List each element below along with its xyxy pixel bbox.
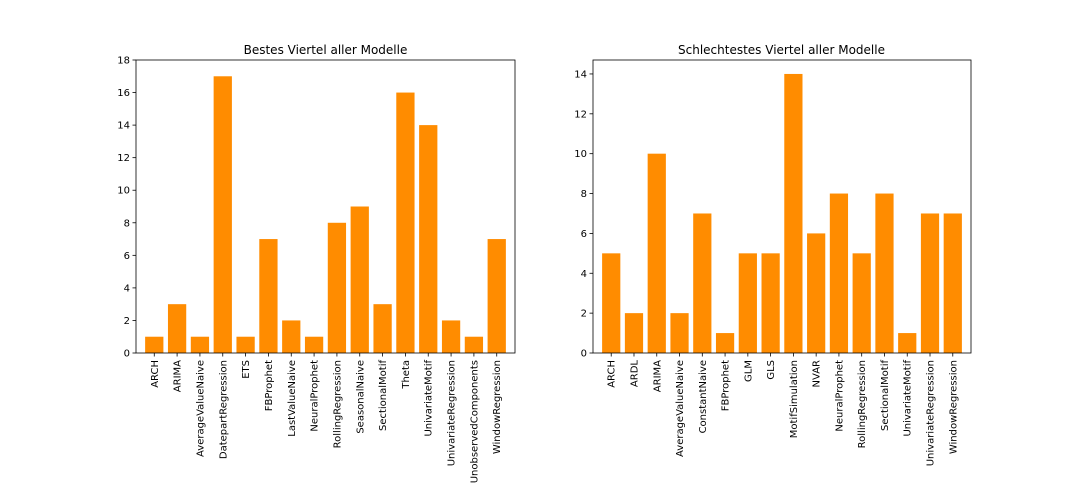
x-tick-label: NeuralProphet [310,360,321,432]
y-tick-label: 16 [117,88,130,99]
bar-NeuralProphet [304,336,324,353]
x-axis: ARCH ARIMA AverageValueNaive DatepartRegres… [150,353,503,483]
x-tick-label: Theta [401,360,412,390]
y-tick-label: 14 [117,121,130,132]
x-tick-label: MotifSimulation [789,360,800,438]
x-tick-label: AverageValueNaive [195,360,206,457]
x-axis: ARCH ARDL ARIMA AverageValueNaive ConstantNa… [607,353,959,466]
y-tick-label: 14 [574,69,587,80]
bar-FBProphet [715,333,735,353]
x-tick-label: ARIMA [652,360,663,392]
x-tick-label: ETS [241,360,252,379]
bar-ARCH [602,253,621,353]
bar-AverageValueNaive [190,336,210,353]
x-tick-label: WindowRegression [492,360,503,454]
x-tick-label: ARIMA [173,360,184,392]
bar-SeasonalNaive [350,206,369,353]
chart-worst-quarter: Schlechtestes Viertel aller Modelle 0 2 4 6… [574,43,972,466]
bar-MotifSimulation [784,73,803,353]
bar-ARCH [145,336,164,353]
plot-frame [592,59,972,354]
bar-UnivariateRegression [920,213,940,353]
bar-UnivariateMotif [419,125,438,353]
x-tick-label: ARCH [150,360,161,388]
y-tick-label: 6 [581,229,587,240]
y-tick-label: 2 [581,309,587,320]
x-tick-label: WindowRegression [948,360,959,454]
y-tick-label: 8 [124,218,130,229]
bar-ETS [236,336,255,353]
y-tick-label: 10 [117,186,130,197]
bar-RollingRegression [852,253,871,353]
x-tick-label: ARDL [629,360,640,387]
x-tick-label: ConstantNaive [698,360,709,433]
y-tick-label: 12 [117,153,130,164]
y-tick-label: 10 [574,149,587,160]
bar-NeuralProphet [829,193,849,353]
x-tick-label: GLS [766,360,777,380]
x-tick-label: FBProphet [721,360,732,411]
bar-group [602,73,962,353]
x-tick-label: SectionalMotif [378,360,389,432]
bar-ConstantNaive [693,213,712,353]
y-tick-label: 12 [574,109,587,120]
bar-GLS [761,253,780,353]
chart-best-quarter: Bestes Viertel aller Modelle 0 2 4 6 8 10 12 14… [117,43,516,483]
bar-ARIMA [647,153,666,353]
bar-SectionalMotif [875,193,894,353]
bar-AverageValueNaive [670,313,689,353]
bar-WindowRegression [487,239,506,353]
bar-ARIMA [167,304,187,353]
bar-DatepartRegression [213,76,232,353]
x-tick-label: AverageValueNaive [675,360,686,457]
x-tick-label: GLM [743,360,754,382]
bar-GLM [738,253,757,353]
y-tick-label: 4 [124,283,130,294]
bar-UnivariateRegression [441,320,461,353]
bar-SectionalMotif [373,304,392,353]
x-tick-label: UnivariateRegression [447,360,458,466]
bar-ARDL [624,313,644,353]
x-tick-label: SeasonalNaive [355,360,366,434]
x-tick-label: FBProphet [264,360,275,411]
y-tick-label: 8 [581,189,587,200]
bar-RollingRegression [327,222,347,353]
x-tick-label: LastValueNaive [287,360,298,437]
y-axis: 0 2 4 6 8 10 12 14 [574,69,593,360]
x-tick-label: UnivariateMotif [424,360,435,437]
bar-WindowRegression [943,213,962,353]
y-tick-label: 0 [581,349,587,360]
x-tick-label: SectionalMotif [880,360,891,432]
bar-FBProphet [259,239,278,353]
y-axis: 0 2 4 6 8 10 12 14 16 18 [117,56,136,360]
x-tick-label: NeuralProphet [834,360,845,432]
x-tick-label: UnobservedComponents [469,360,480,483]
x-tick-label: ARCH [607,360,618,388]
y-tick-label: 4 [581,269,587,280]
x-tick-label: RollingRegression [857,360,868,448]
y-tick-label: 0 [124,349,130,360]
x-tick-label: UnivariateMotif [903,360,914,437]
x-tick-label: NVAR [812,360,823,388]
plot-frame [135,59,516,354]
bar-NVAR [807,233,826,353]
bar-UnobservedComponents [464,336,484,353]
bar-Theta [396,92,415,353]
bar-LastValueNaive [282,320,301,353]
x-tick-label: DatepartRegression [218,360,229,459]
y-tick-label: 6 [124,251,130,262]
x-tick-label: UnivariateRegression [926,360,937,466]
x-tick-label: RollingRegression [332,360,343,448]
y-tick-label: 2 [124,316,130,327]
y-tick-label: 18 [117,56,130,67]
bar-group [145,76,506,353]
bar-UnivariateMotif [898,333,917,353]
chart-title: Bestes Viertel aller Modelle [244,43,408,57]
chart-title: Schlechtestes Viertel aller Modelle [678,43,885,57]
